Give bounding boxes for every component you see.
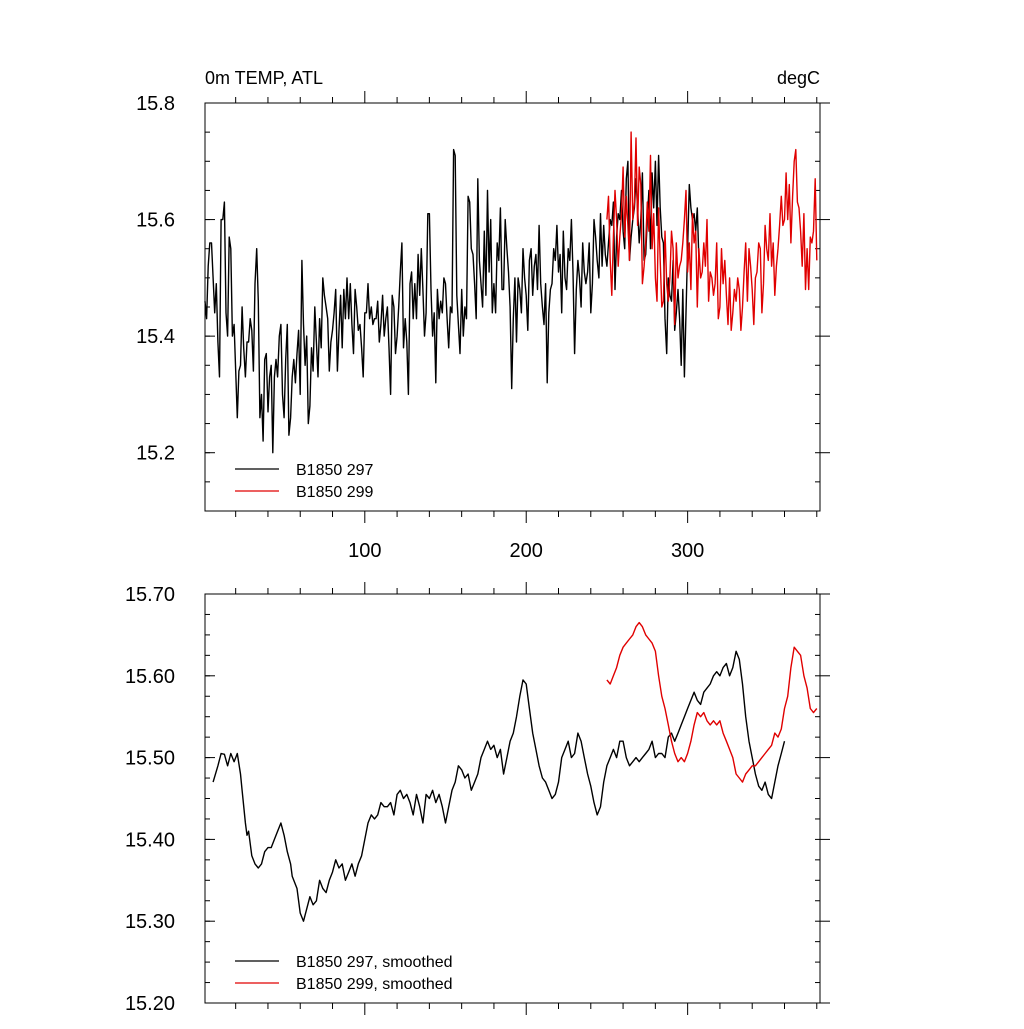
top-chart-units: degC xyxy=(777,68,820,88)
top-y-tick-label: 15.8 xyxy=(136,93,175,115)
top-y-tick-label: 15.2 xyxy=(136,443,175,465)
bottom-y-tick-label: 15.60 xyxy=(125,666,175,688)
top-y-tick-label: 15.6 xyxy=(136,210,175,232)
top-axis-ticks: 15.2 15.4 15.6 15.8 100 200 300 xyxy=(136,91,830,562)
bottom-y-tick-label: 15.40 xyxy=(125,829,175,851)
top-x-tick-label: 200 xyxy=(510,540,543,562)
bottom-y-tick-label: 15.20 xyxy=(125,993,175,1015)
bottom-panel: 15.20 15.30 15.40 15.50 15.60 15.70 B1850 297… xyxy=(125,582,830,1015)
top-panel: 0m TEMP, ATL degC 15.2 15.4 15.6 15.8 100 200… xyxy=(136,68,830,562)
top-series-lines xyxy=(204,131,818,454)
top-legend: B1850 297 B1850 299 xyxy=(235,462,374,501)
top-x-tick-label: 100 xyxy=(348,540,381,562)
bottom-series-lines xyxy=(212,621,818,922)
top-x-tick-label: 300 xyxy=(671,540,704,562)
bottom-y-tick-label: 15.70 xyxy=(125,584,175,606)
legend-label-b1850-299-smoothed: B1850 299, smoothed xyxy=(296,976,453,993)
top-series-line-b1850-299 xyxy=(606,131,818,331)
bottom-series-line-b1850-297-smoothed xyxy=(212,650,786,922)
top-chart-title: 0m TEMP, ATL xyxy=(205,68,323,88)
bottom-axis-ticks: 15.20 15.30 15.40 15.50 15.60 15.70 xyxy=(125,582,830,1015)
bottom-legend: B1850 297, smoothed B1850 299, smoothed xyxy=(235,954,453,993)
legend-label-b1850-299: B1850 299 xyxy=(296,484,374,501)
top-y-tick-label: 15.4 xyxy=(136,326,175,348)
top-plot-frame xyxy=(204,102,821,512)
bottom-y-tick-label: 15.50 xyxy=(125,748,175,770)
bottom-y-tick-label: 15.30 xyxy=(125,911,175,933)
legend-label-b1850-297: B1850 297 xyxy=(296,462,374,479)
bottom-series-line-b1850-299-smoothed xyxy=(606,621,818,783)
bottom-plot-frame xyxy=(204,593,821,1004)
top-series-line-b1850-297 xyxy=(204,148,700,454)
legend-label-b1850-297-smoothed: B1850 297, smoothed xyxy=(296,954,453,971)
